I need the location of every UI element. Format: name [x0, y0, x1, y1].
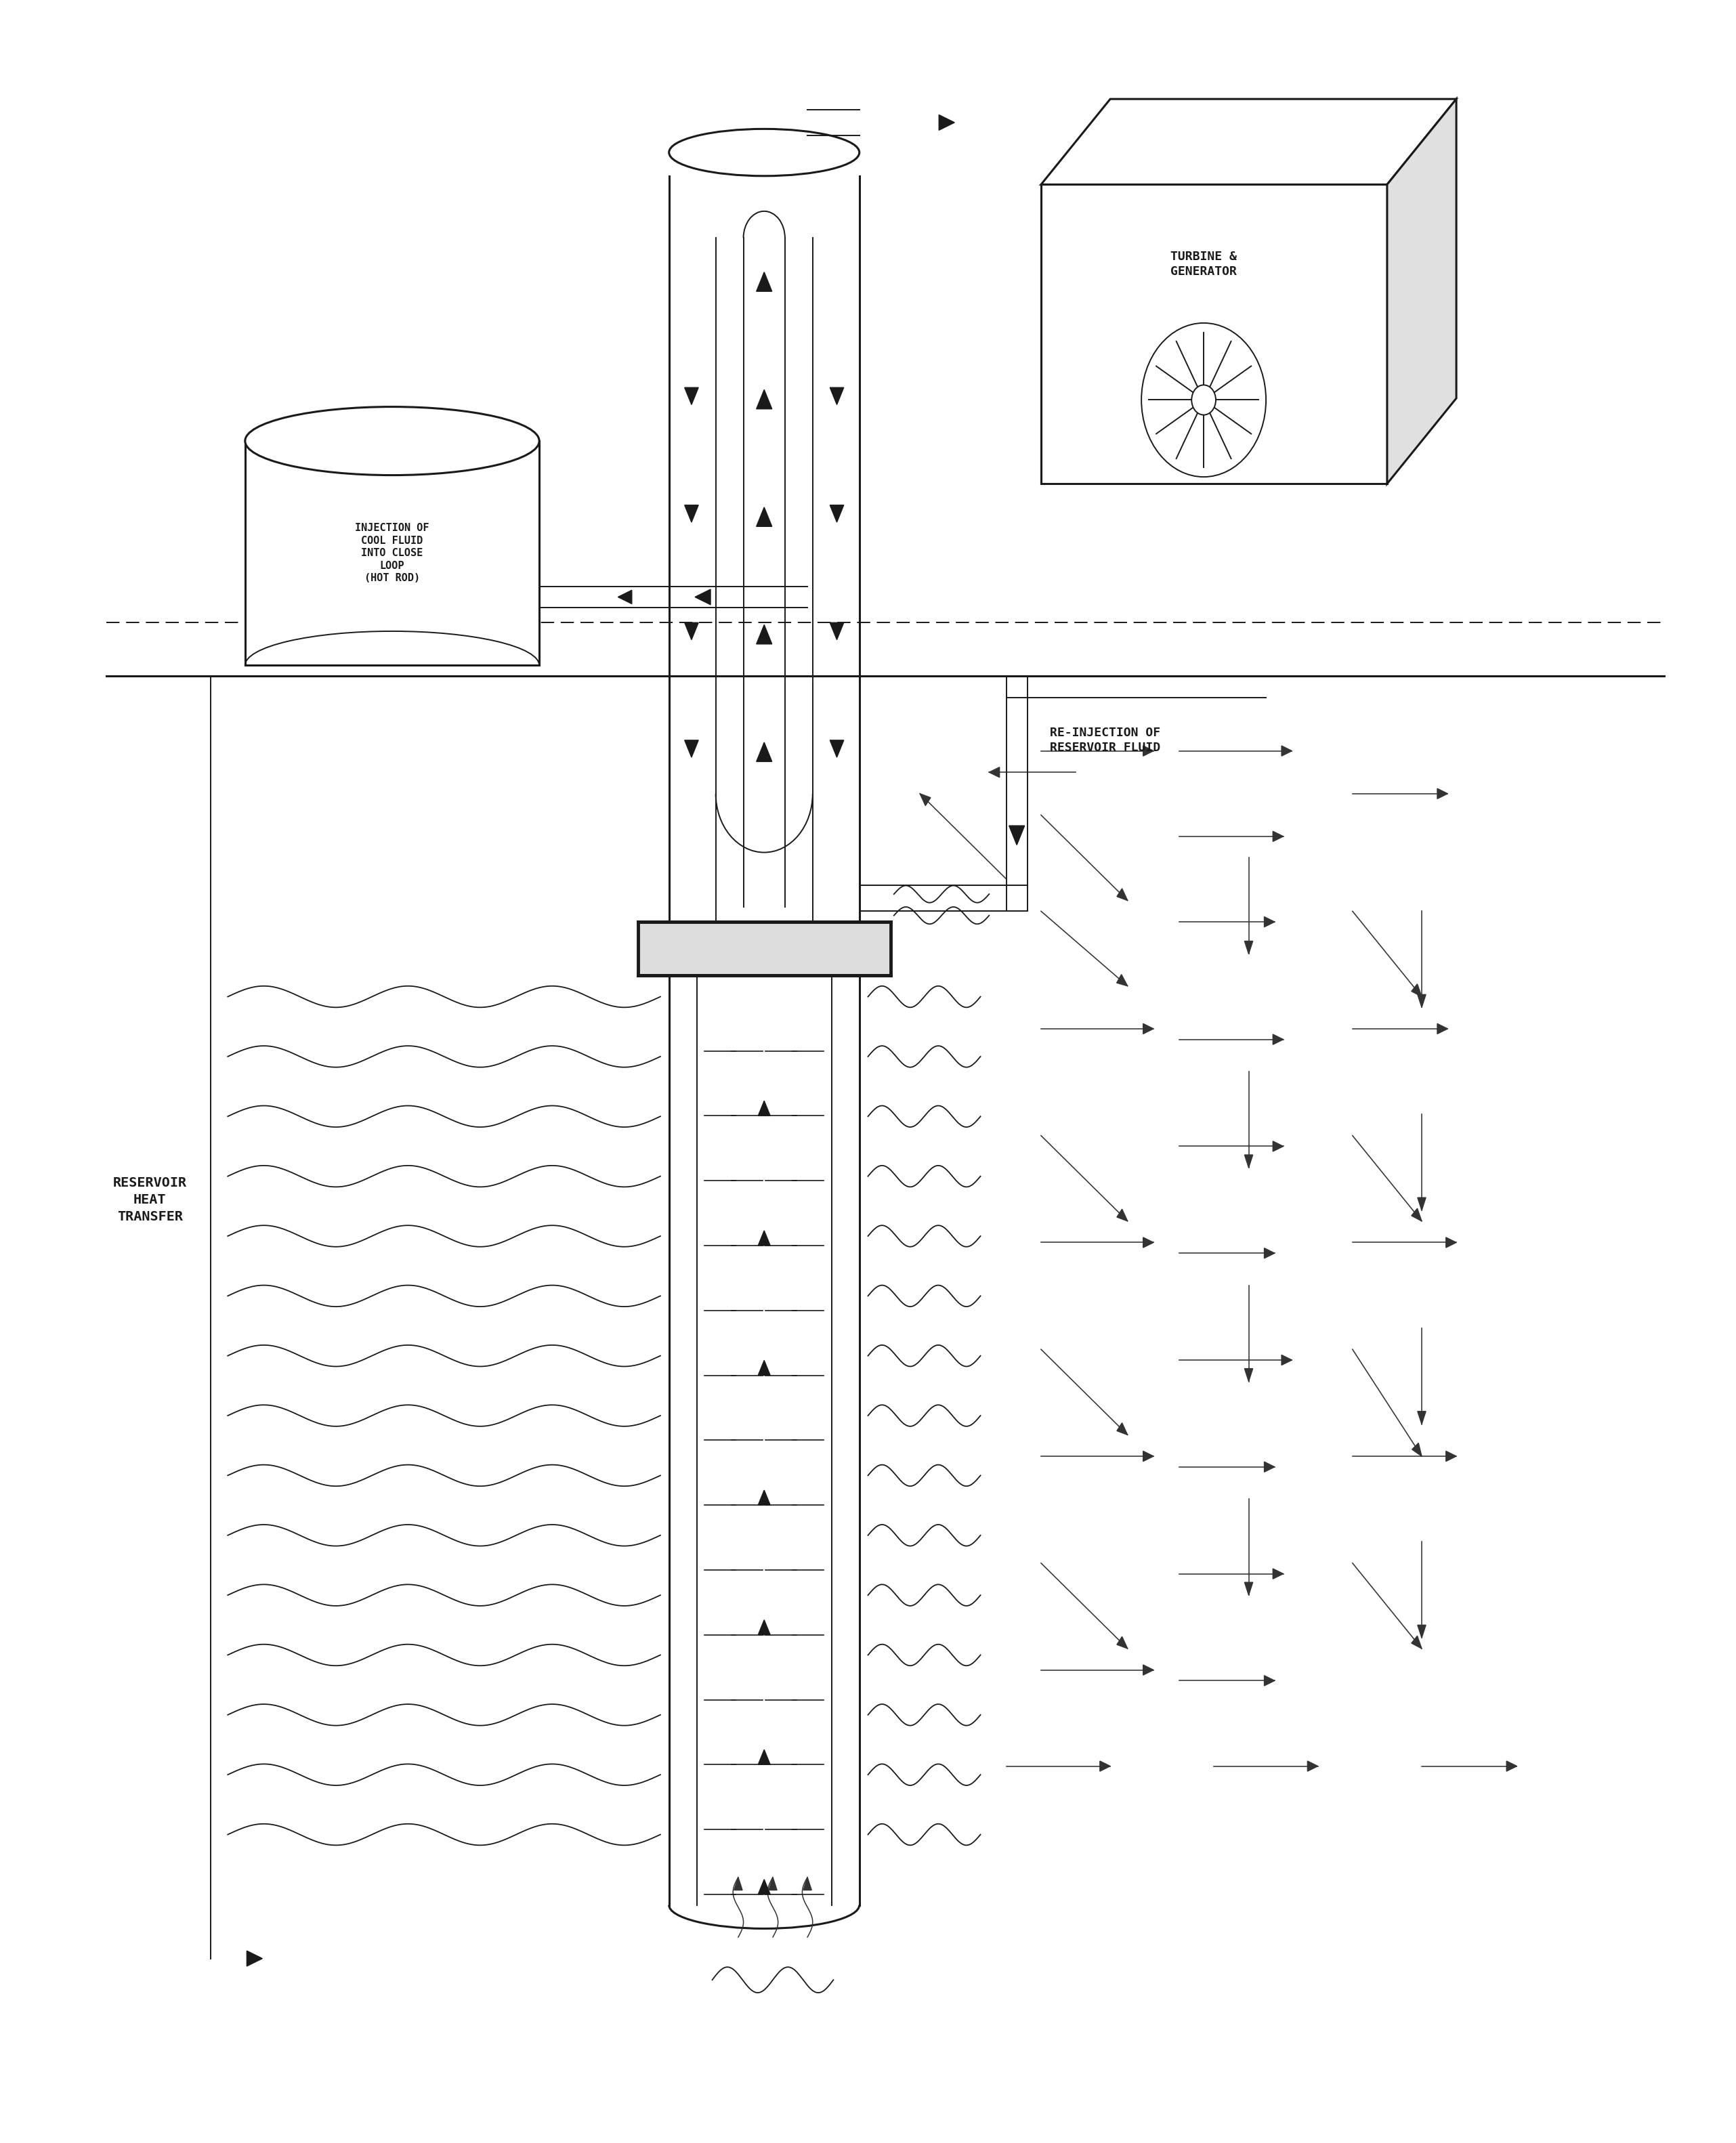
Text: RESERVOIR
HEAT
TRANSFER: RESERVOIR HEAT TRANSFER — [113, 1177, 187, 1224]
Text: TURBINE &
GENERATOR: TURBINE & GENERATOR — [1170, 251, 1236, 279]
Polygon shape — [1387, 99, 1457, 484]
Polygon shape — [830, 506, 844, 523]
Polygon shape — [759, 1102, 771, 1117]
Polygon shape — [1142, 1665, 1153, 1676]
Polygon shape — [1272, 1569, 1283, 1579]
Polygon shape — [1116, 1423, 1128, 1436]
Polygon shape — [1411, 1209, 1422, 1222]
Polygon shape — [830, 739, 844, 756]
Polygon shape — [1116, 1209, 1128, 1222]
Polygon shape — [684, 739, 698, 756]
Polygon shape — [759, 1749, 771, 1764]
Polygon shape — [1437, 789, 1448, 799]
Polygon shape — [1281, 1354, 1292, 1365]
Polygon shape — [1272, 1035, 1283, 1044]
Polygon shape — [1142, 1024, 1153, 1033]
Polygon shape — [804, 1877, 812, 1890]
Text: RE-INJECTION OF
RESERVOIR FLUID: RE-INJECTION OF RESERVOIR FLUID — [1050, 726, 1160, 754]
Polygon shape — [1245, 1369, 1253, 1382]
Polygon shape — [920, 793, 930, 806]
Polygon shape — [757, 272, 773, 291]
Polygon shape — [1009, 825, 1024, 844]
Bar — [245, 441, 540, 666]
Polygon shape — [939, 116, 955, 131]
Polygon shape — [1264, 1247, 1274, 1258]
Polygon shape — [769, 1877, 778, 1890]
Polygon shape — [757, 508, 773, 527]
Polygon shape — [1245, 1155, 1253, 1168]
Ellipse shape — [668, 129, 859, 176]
Polygon shape — [734, 1877, 743, 1890]
Polygon shape — [1411, 1442, 1422, 1457]
Polygon shape — [759, 1879, 771, 1894]
Polygon shape — [1411, 984, 1422, 996]
Polygon shape — [1272, 1142, 1283, 1151]
Polygon shape — [1437, 1024, 1448, 1033]
Polygon shape — [759, 1620, 771, 1635]
Polygon shape — [1116, 975, 1128, 986]
Polygon shape — [1264, 1462, 1274, 1472]
Polygon shape — [247, 1950, 262, 1965]
Polygon shape — [1116, 889, 1128, 900]
Circle shape — [1141, 324, 1266, 478]
Polygon shape — [1411, 1635, 1422, 1648]
Polygon shape — [757, 390, 773, 409]
Polygon shape — [830, 624, 844, 641]
Polygon shape — [1507, 1762, 1517, 1772]
Polygon shape — [618, 589, 632, 604]
Ellipse shape — [245, 407, 540, 476]
Polygon shape — [990, 767, 1000, 778]
Polygon shape — [757, 626, 773, 645]
Polygon shape — [1446, 1451, 1457, 1462]
Polygon shape — [1418, 1198, 1425, 1211]
Polygon shape — [1116, 1637, 1128, 1648]
Polygon shape — [1418, 994, 1425, 1007]
Polygon shape — [1418, 1624, 1425, 1637]
Polygon shape — [1245, 941, 1253, 954]
Polygon shape — [1042, 99, 1457, 184]
Polygon shape — [759, 1361, 771, 1376]
Polygon shape — [1264, 917, 1274, 928]
Polygon shape — [1245, 1582, 1253, 1594]
Polygon shape — [1101, 1762, 1111, 1772]
Polygon shape — [759, 1489, 771, 1504]
Polygon shape — [757, 741, 773, 761]
Text: INJECTION OF
COOL FLUID
INTO CLOSE
LOOP
(HOT ROD): INJECTION OF COOL FLUID INTO CLOSE LOOP … — [356, 523, 429, 583]
Polygon shape — [1264, 1676, 1274, 1687]
Polygon shape — [759, 1230, 771, 1245]
Polygon shape — [684, 388, 698, 405]
Polygon shape — [1418, 1412, 1425, 1425]
Polygon shape — [1142, 1237, 1153, 1247]
Bar — [637, 921, 891, 975]
Bar — [1042, 184, 1387, 484]
Polygon shape — [684, 506, 698, 523]
Polygon shape — [1281, 746, 1292, 756]
Polygon shape — [1142, 746, 1153, 756]
Polygon shape — [1142, 1451, 1153, 1462]
Circle shape — [1191, 386, 1215, 416]
Polygon shape — [1446, 1237, 1457, 1247]
Polygon shape — [830, 388, 844, 405]
Polygon shape — [1272, 831, 1283, 842]
Polygon shape — [1307, 1762, 1318, 1772]
Polygon shape — [694, 589, 710, 604]
Polygon shape — [684, 624, 698, 641]
